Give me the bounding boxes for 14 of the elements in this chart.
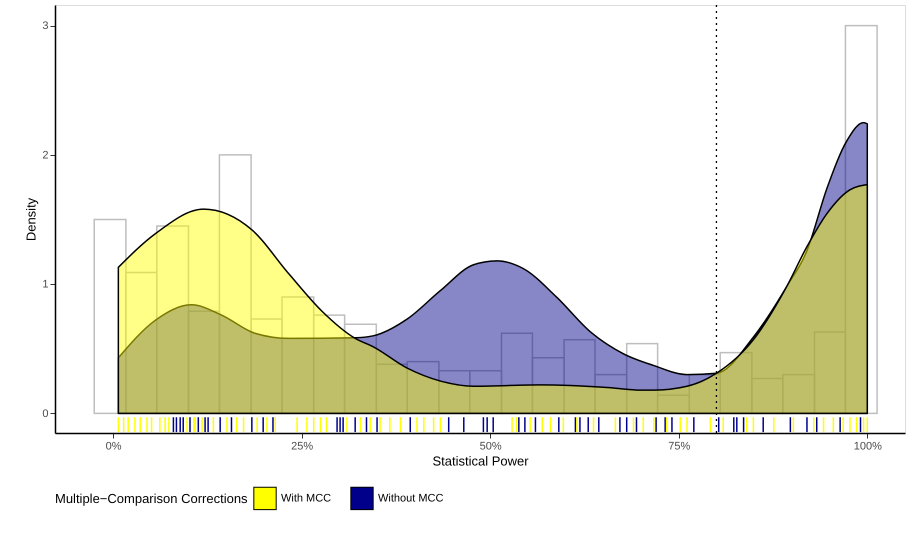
x-tick-label: 100% <box>854 440 882 452</box>
x-axis-title: Statistical Power <box>432 454 530 468</box>
legend-label: Without MCC <box>378 492 444 504</box>
x-tick-label: 25% <box>291 440 314 452</box>
y-tick-label: 0 <box>42 408 48 420</box>
y-axis-title: Density <box>23 197 38 242</box>
y-tick-label: 1 <box>42 278 48 291</box>
y-tick-label: 3 <box>42 20 48 32</box>
legend-label: With MCC <box>281 492 332 504</box>
legend-title: Multiple−Comparison Corrections <box>55 491 248 506</box>
y-tick-label: 2 <box>42 149 48 162</box>
x-tick-label: 75% <box>668 440 690 452</box>
x-tick-label: 50% <box>480 440 502 452</box>
x-tick-label: 0% <box>106 440 122 452</box>
